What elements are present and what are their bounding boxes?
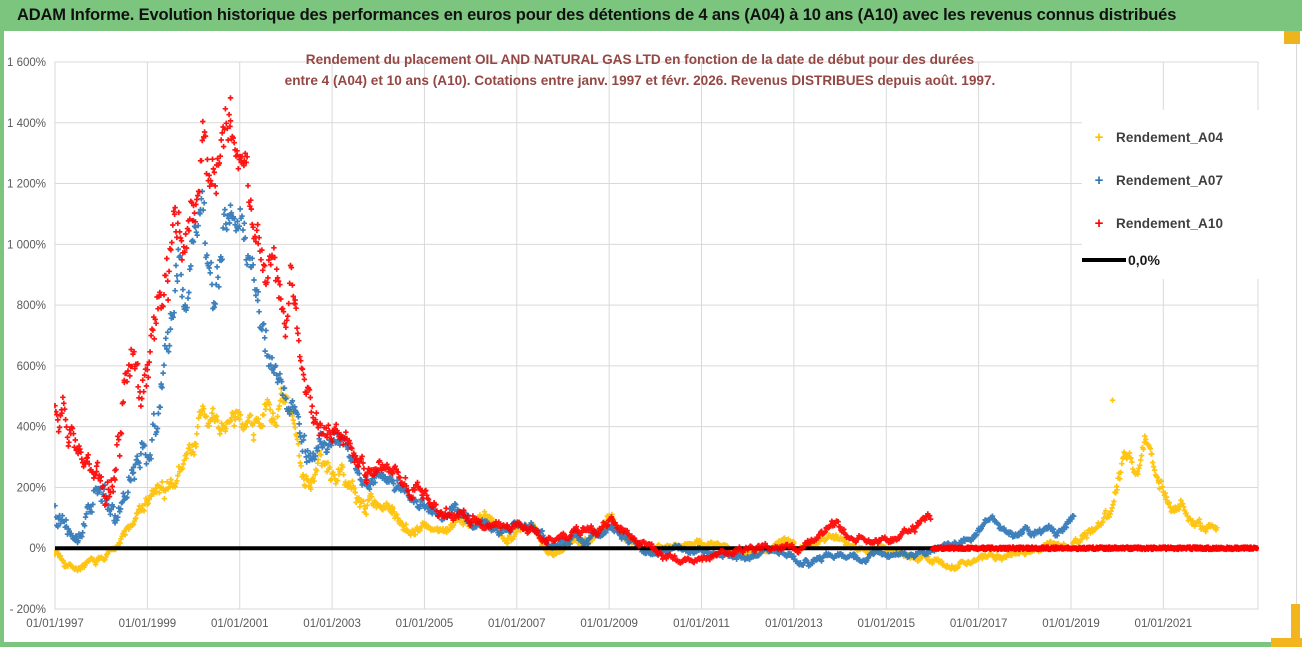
plus-marker-icon: + <box>1094 172 1104 189</box>
legend-label: Rendement_A10 <box>1116 216 1224 231</box>
plus-marker-icon: + <box>1094 215 1104 232</box>
plus-marker-icon: + <box>1094 129 1104 146</box>
legend-item-a04[interactable]: + Rendement_A04 <box>1082 116 1264 159</box>
y-tick-label: 0% <box>29 543 46 555</box>
legend-label: Rendement_A04 <box>1116 130 1224 145</box>
y-tick-label: 800% <box>17 300 46 312</box>
header-bar: ADAM Informe. Evolution historique des p… <box>0 0 1302 31</box>
bottom-border-decoration <box>0 642 1277 647</box>
y-tick-label: 600% <box>17 361 46 373</box>
series-Rendement_A07 <box>54 188 1077 569</box>
y-tick-label: 1 000% <box>7 239 46 251</box>
y-tick-label: 1 600% <box>7 57 46 69</box>
chart-legend[interactable]: + Rendement_A04 + Rendement_A07 + Rendem… <box>1082 110 1264 279</box>
chart-title-line2: entre 4 (A04) et 10 ans (A10). Cotations… <box>284 73 996 89</box>
gold-corner-bottom-right-vertical <box>1291 604 1300 647</box>
zero-line-swatch-icon <box>1082 258 1126 262</box>
legend-item-zero-line[interactable]: 0,0% <box>1082 245 1264 275</box>
legend-label: 0,0% <box>1128 252 1160 268</box>
chart-title-line1: Rendement du placement OIL AND NATURAL G… <box>305 52 975 67</box>
x-tick-label: 01/01/2011 <box>673 618 730 630</box>
x-tick-label: 01/01/2007 <box>488 618 546 630</box>
x-tick-label: 01/01/2017 <box>950 618 1008 630</box>
y-tick-label: 1 200% <box>7 179 46 191</box>
x-tick-label: 01/01/2009 <box>580 618 638 630</box>
series-Rendement_A10 <box>54 95 934 566</box>
y-tick-label: 1 400% <box>7 118 46 130</box>
header-title: ADAM Informe. Evolution historique des p… <box>17 6 1177 24</box>
x-tick-label: 01/01/2001 <box>211 618 269 630</box>
gold-corner-top-right <box>1284 31 1300 44</box>
plot-border <box>54 61 1259 610</box>
legend-item-a10[interactable]: + Rendement_A10 <box>1082 202 1264 245</box>
legend-label: Rendement_A07 <box>1116 173 1224 188</box>
x-tick-label: 01/01/2015 <box>857 618 915 630</box>
x-tick-label: 01/01/1997 <box>26 618 84 630</box>
x-tick-label: 01/01/2019 <box>1042 618 1100 630</box>
x-tick-label: 01/01/2003 <box>303 618 361 630</box>
x-tick-label: 01/01/1999 <box>119 618 177 630</box>
x-tick-label: 01/01/2013 <box>765 618 823 630</box>
chart-title: Rendement du placement OIL AND NATURAL G… <box>220 49 1060 91</box>
y-tick-label: 200% <box>17 482 46 494</box>
legend-item-a07[interactable]: + Rendement_A07 <box>1082 159 1264 202</box>
x-tick-label: 01/01/2005 <box>396 618 454 630</box>
gold-corner-bottom-right-horizontal <box>1271 638 1302 647</box>
x-tick-label: 01/01/2021 <box>1135 618 1193 630</box>
chart-object-edge <box>1296 31 1297 647</box>
left-border-decoration <box>0 0 4 647</box>
y-tick-label: - 200% <box>10 604 46 616</box>
series-Rendement_A10-zero-band <box>929 544 1259 553</box>
y-tick-label: 400% <box>17 422 46 434</box>
